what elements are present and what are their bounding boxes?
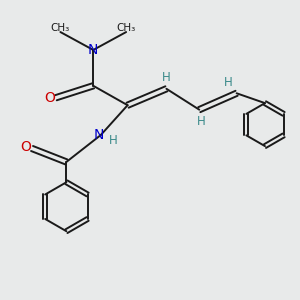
- Text: H: H: [109, 134, 118, 147]
- Text: H: H: [224, 76, 233, 89]
- Text: H: H: [162, 71, 171, 84]
- Text: O: O: [44, 91, 55, 105]
- Text: CH₃: CH₃: [116, 22, 136, 33]
- Text: O: O: [20, 140, 31, 154]
- Text: H: H: [196, 115, 205, 128]
- Text: CH₃: CH₃: [51, 22, 70, 33]
- Text: N: N: [94, 128, 104, 142]
- Text: N: N: [88, 43, 98, 57]
